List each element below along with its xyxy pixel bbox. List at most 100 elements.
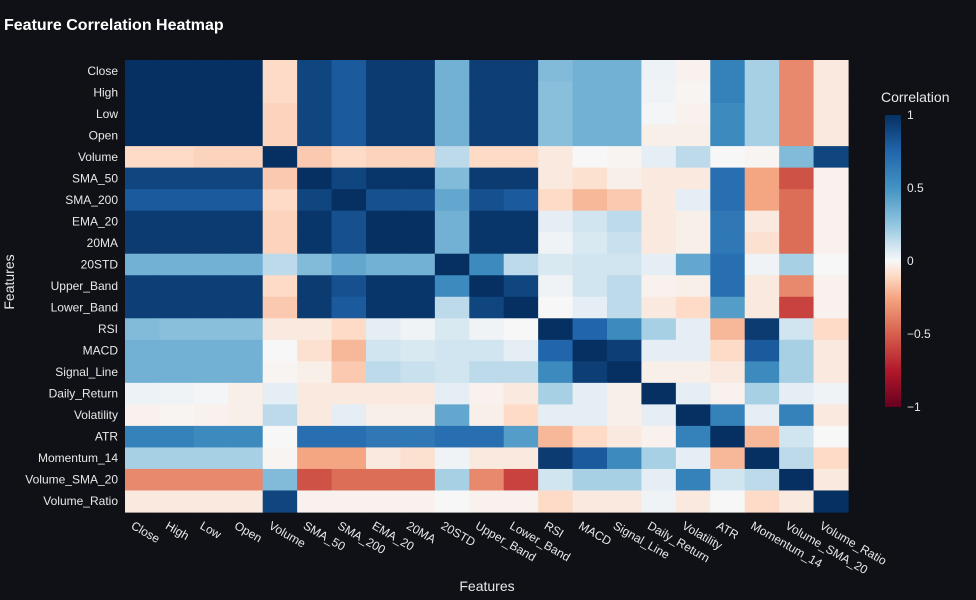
heatmap-cell xyxy=(331,296,367,319)
heatmap-cell xyxy=(159,103,195,126)
heatmap-cell xyxy=(813,189,849,212)
y-tick-label: Volume_Ratio xyxy=(43,494,118,508)
heatmap-cell xyxy=(159,124,195,147)
heatmap-cell xyxy=(503,382,539,405)
heatmap-cell xyxy=(641,318,677,341)
heatmap-cell xyxy=(228,404,264,427)
heatmap-cell xyxy=(779,232,815,255)
heatmap-cell xyxy=(469,210,505,233)
heatmap-cell xyxy=(779,275,815,298)
heatmap-cell xyxy=(469,447,505,470)
heatmap-cell xyxy=(813,124,849,147)
heatmap-cell xyxy=(125,146,161,169)
heatmap-cell xyxy=(366,253,402,276)
heatmap-cell xyxy=(538,404,574,427)
heatmap-cell xyxy=(297,189,333,212)
heatmap-cell xyxy=(813,232,849,255)
heatmap-cell xyxy=(262,103,298,126)
heatmap-cell xyxy=(813,468,849,492)
heatmap-cell xyxy=(779,296,815,319)
heatmap-cell xyxy=(125,275,161,298)
colorbar xyxy=(885,115,901,407)
y-tick-label: 20MA xyxy=(87,236,118,250)
heatmap-cell xyxy=(331,189,367,212)
heatmap-cell xyxy=(744,404,780,427)
heatmap-cell xyxy=(193,275,229,298)
heatmap-cell xyxy=(675,167,711,190)
heatmap-cell xyxy=(366,490,402,513)
heatmap-cell xyxy=(779,146,815,169)
heatmap-cell xyxy=(193,232,229,255)
heatmap-cell xyxy=(228,167,264,190)
colorbar-tick-label: 0 xyxy=(907,254,914,268)
heatmap-cell xyxy=(331,490,367,513)
colorbar-tick-label: 0.5 xyxy=(907,181,924,195)
heatmap-cell xyxy=(744,339,780,362)
heatmap-cell xyxy=(469,425,505,449)
heatmap-cell xyxy=(400,60,436,83)
heatmap-cell xyxy=(331,146,367,169)
heatmap-cell xyxy=(366,425,402,449)
heatmap-cell xyxy=(193,60,229,83)
heatmap-cell xyxy=(813,404,849,427)
heatmap-cell xyxy=(503,189,539,212)
heatmap-cell xyxy=(228,275,264,298)
heatmap-cell xyxy=(779,468,815,492)
heatmap-cell xyxy=(641,361,677,384)
heatmap-cell xyxy=(331,253,367,276)
heatmap-cell xyxy=(469,382,505,405)
heatmap-cell xyxy=(262,404,298,427)
heatmap-cell xyxy=(262,361,298,384)
heatmap-cell xyxy=(675,103,711,126)
heatmap-cell xyxy=(159,468,195,492)
y-tick-label: EMA_20 xyxy=(72,214,118,228)
heatmap-cell xyxy=(400,167,436,190)
heatmap-cell xyxy=(779,210,815,233)
y-tick-label: Signal_Line xyxy=(55,365,118,379)
heatmap-cell xyxy=(331,81,367,104)
heatmap-cell xyxy=(572,232,608,255)
heatmap-cell xyxy=(607,210,643,233)
heatmap-cell xyxy=(125,339,161,362)
heatmap-cell xyxy=(675,60,711,83)
heatmap-cell xyxy=(331,447,367,470)
heatmap-cell xyxy=(641,447,677,470)
heatmap-cell xyxy=(159,425,195,449)
heatmap-cell xyxy=(159,296,195,319)
heatmap-cell xyxy=(366,210,402,233)
heatmap-cell xyxy=(675,447,711,470)
heatmap-cell xyxy=(744,490,780,513)
heatmap-cell xyxy=(641,189,677,212)
heatmap-cell xyxy=(572,146,608,169)
heatmap-cell xyxy=(572,253,608,276)
heatmap-cell xyxy=(193,404,229,427)
heatmap-cell xyxy=(710,361,746,384)
y-tick-labels: Close High Low Open Volume SMA_50 SMA_200 EMA_2… xyxy=(25,64,118,508)
heatmap-cell xyxy=(572,189,608,212)
heatmap-cell xyxy=(607,146,643,169)
heatmap-cell xyxy=(779,425,815,449)
heatmap-cell xyxy=(400,296,436,319)
heatmap-cell xyxy=(193,425,229,449)
heatmap-cell xyxy=(125,425,161,449)
y-tick-label: SMA_200 xyxy=(65,193,118,207)
heatmap-cell xyxy=(262,275,298,298)
heatmap-cell xyxy=(331,404,367,427)
heatmap-cell xyxy=(125,210,161,233)
heatmap-cell xyxy=(193,189,229,212)
heatmap-cell xyxy=(572,81,608,104)
heatmap-cell xyxy=(607,447,643,470)
heatmap-cell xyxy=(469,318,505,341)
heatmap-cell xyxy=(710,232,746,255)
heatmap-cell xyxy=(193,490,229,513)
heatmap-cell xyxy=(641,275,677,298)
heatmap-cell xyxy=(744,103,780,126)
heatmap-cell xyxy=(710,404,746,427)
heatmap-cell xyxy=(125,468,161,492)
heatmap-cell xyxy=(675,318,711,341)
heatmap-cell xyxy=(228,253,264,276)
heatmap-cell xyxy=(641,339,677,362)
heatmap-cell xyxy=(262,210,298,233)
heatmap-cell xyxy=(813,339,849,362)
